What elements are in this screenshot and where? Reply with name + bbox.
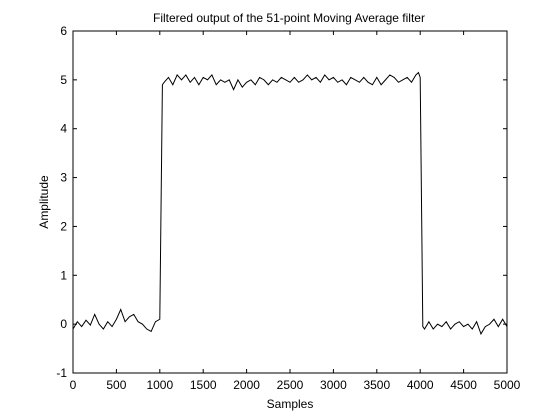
x-tick-label-1: 500 <box>106 378 126 392</box>
y-tick-label-1: 0 <box>60 317 67 331</box>
x-tick-label-3: 1500 <box>190 378 217 392</box>
y-tick-label-7: 6 <box>60 24 67 38</box>
y-tick-label-0: -1 <box>56 366 67 380</box>
y-axis-label: Amplitude <box>37 175 51 229</box>
y-tick-label-2: 1 <box>60 268 67 282</box>
y-tick-label-5: 4 <box>60 122 67 136</box>
x-tick-label-9: 4500 <box>450 378 477 392</box>
y-tick-label-6: 5 <box>60 73 67 87</box>
x-tick-label-0: 0 <box>70 378 77 392</box>
y-tick-label-4: 3 <box>60 171 67 185</box>
x-tick-label-6: 3000 <box>320 378 347 392</box>
x-tick-label-2: 1000 <box>146 378 173 392</box>
axis-ticks <box>72 30 508 374</box>
x-tick-label-7: 3500 <box>363 378 390 392</box>
x-axis-label: Samples <box>267 397 314 411</box>
x-tick-label-8: 4000 <box>407 378 434 392</box>
x-tick-label-4: 2000 <box>233 378 260 392</box>
axis-tick-labels: 0 500 1000 1500 2000 2500 3000 3500 4000 4500 5000… <box>56 24 520 392</box>
series-line <box>72 71 508 336</box>
x-tick-label-5: 2500 <box>277 378 304 392</box>
y-tick-label-3: 2 <box>60 219 67 233</box>
x-tick-label-10: 5000 <box>494 378 521 392</box>
chart-title: Filtered output of the 51-point Moving A… <box>153 11 425 25</box>
plot-area <box>72 30 508 374</box>
